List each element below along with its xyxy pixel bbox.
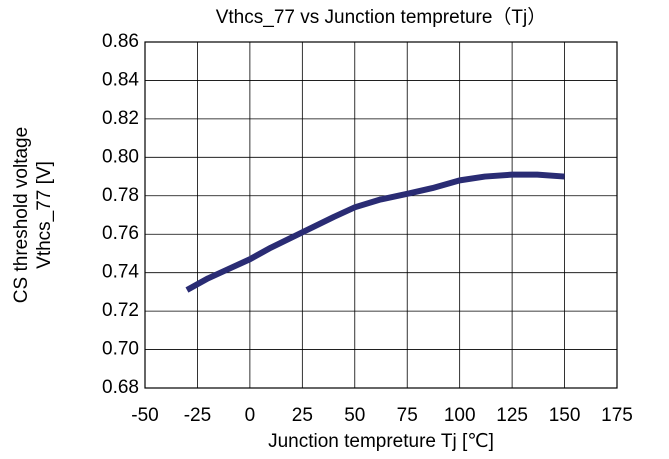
chart-title: Vthcs_77 vs Junction tempreture（Tj） — [216, 6, 547, 28]
x-axis-label: Junction tempreture Tj [℃] — [268, 431, 494, 452]
y-tick-label: 0.80 — [102, 146, 139, 167]
y-tick-label: 0.86 — [102, 31, 139, 52]
y-tick-label: 0.68 — [102, 377, 139, 398]
y-axis-label: Vthcs_77 [V] — [34, 161, 55, 269]
y-tick-label: 0.74 — [102, 262, 139, 283]
x-tick-label: 125 — [496, 405, 528, 426]
data-line — [185, 171, 565, 293]
x-tick-label: -50 — [131, 405, 158, 426]
y-tick-label: 0.72 — [102, 300, 139, 321]
x-tick-label: 100 — [444, 405, 476, 426]
x-tick-label: 0 — [245, 405, 256, 426]
y-tick-label: 0.70 — [102, 339, 139, 360]
x-tick-label: 150 — [549, 405, 581, 426]
x-tick-label: 175 — [601, 405, 633, 426]
y-tick-label: 0.78 — [102, 185, 139, 206]
y-tick-label: 0.76 — [102, 223, 139, 244]
y-tick-label: 0.84 — [102, 69, 139, 90]
x-tick-label: 75 — [397, 405, 418, 426]
plot-frame — [144, 41, 618, 389]
x-tick-label: -25 — [184, 405, 211, 426]
x-tick-label: 50 — [344, 405, 365, 426]
y-axis-label: CS threshold voltage — [11, 127, 32, 303]
y-tick-label: 0.82 — [102, 108, 139, 129]
x-tick-label: 25 — [292, 405, 313, 426]
